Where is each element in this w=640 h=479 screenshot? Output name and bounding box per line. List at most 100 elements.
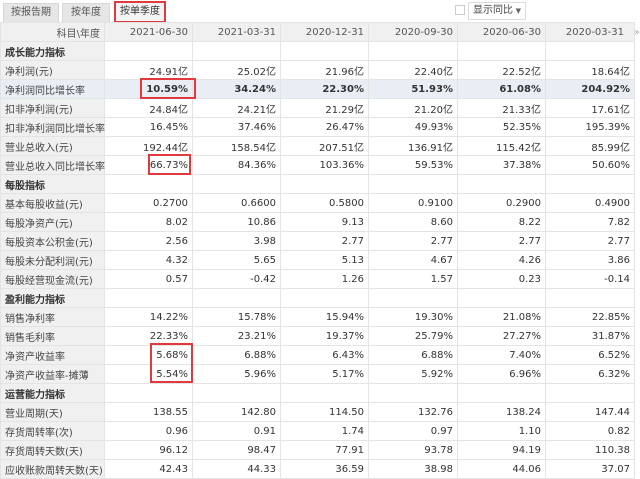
empty-cell bbox=[104, 174, 193, 194]
value-cell: 3.98 bbox=[192, 231, 281, 251]
value-cell: 16.45% bbox=[104, 117, 193, 137]
table-row: 扣非净利润同比增长率 16.45% 37.46% 26.47% 49.93% 52.35%… bbox=[0, 117, 635, 137]
show-yoy-dropdown[interactable]: 显示同比 ▼ bbox=[468, 2, 526, 20]
value-cell: 36.59 bbox=[280, 459, 369, 479]
value-cell: 192.44亿 bbox=[104, 136, 193, 156]
row-label[interactable]: 净利润(元) bbox=[0, 60, 105, 80]
row-label[interactable]: 销售净利率 bbox=[0, 307, 105, 327]
table-row: 每股经营现金流(元) 0.57 -0.42 1.26 1.57 0.23 -0.14 bbox=[0, 269, 635, 289]
value-cell: 0.2700 bbox=[104, 193, 193, 213]
period-header-label: 2020-03-31 bbox=[565, 26, 624, 38]
value-cell: 0.6600 bbox=[192, 193, 281, 213]
period-header[interactable]: 2021-03-31 bbox=[192, 22, 281, 42]
period-header[interactable]: 2020-09-30 bbox=[368, 22, 458, 42]
tab-by-quarter[interactable]: 按单季度 bbox=[114, 1, 166, 23]
empty-cell bbox=[545, 288, 635, 308]
period-header[interactable]: 2021-06-30 bbox=[104, 22, 193, 42]
value-cell: 2.77 bbox=[545, 231, 635, 251]
value-cell: -0.14 bbox=[545, 269, 635, 289]
empty-cell bbox=[280, 41, 369, 61]
table-row: 净资产收益率-摊薄 5.54% 5.96% 5.17% 5.92% 6.96% 6.32% bbox=[0, 364, 635, 384]
row-label[interactable]: 营业周期(天) bbox=[0, 402, 105, 422]
value-cell: 77.91 bbox=[280, 440, 369, 460]
value-cell: 44.06 bbox=[457, 459, 546, 479]
empty-cell bbox=[192, 383, 281, 403]
empty-cell bbox=[104, 41, 193, 61]
value-cell: 5.92% bbox=[368, 364, 458, 384]
value-cell: 6.52% bbox=[545, 345, 635, 365]
empty-cell bbox=[545, 174, 635, 194]
value-cell: 4.67 bbox=[368, 250, 458, 270]
value-cell: 4.32 bbox=[104, 250, 193, 270]
empty-cell bbox=[457, 41, 546, 61]
empty-cell bbox=[280, 174, 369, 194]
period-header[interactable]: 2020-12-31 bbox=[280, 22, 369, 42]
row-label[interactable]: 应收账款周转天数(天) bbox=[0, 459, 105, 479]
value-cell: 138.24 bbox=[457, 402, 546, 422]
section-title: 每股指标 bbox=[0, 174, 105, 194]
financial-table: 科目\年度 2021-06-30 2021-03-31 2020-12-31 2… bbox=[0, 22, 640, 479]
table-row: 净利润同比增长率 10.59% 34.24% 22.30% 51.93% 61.08% 20… bbox=[0, 79, 635, 99]
row-label[interactable]: 每股未分配利润(元) bbox=[0, 250, 105, 270]
value-cell: 17.61亿 bbox=[545, 98, 635, 118]
table-row: 销售毛利率 22.33% 23.21% 19.37% 25.79% 27.27% 31.87… bbox=[0, 326, 635, 346]
empty-cell bbox=[368, 288, 458, 308]
value-cell: 37.38% bbox=[457, 155, 546, 175]
table-row: 营业周期(天) 138.55 142.80 114.50 132.76 138.24 147… bbox=[0, 402, 635, 422]
table-row: 净利润(元) 24.91亿 25.02亿 21.96亿 22.40亿 22.52亿 18.6… bbox=[0, 60, 635, 80]
value-cell: 114.50 bbox=[280, 402, 369, 422]
section-row: 成长能力指标 bbox=[0, 41, 635, 61]
empty-cell bbox=[280, 383, 369, 403]
row-label[interactable]: 净利润同比增长率 bbox=[0, 79, 105, 99]
value-cell: 5.17% bbox=[280, 364, 369, 384]
row-label[interactable]: 每股资本公积金(元) bbox=[0, 231, 105, 251]
row-label[interactable]: 销售毛利率 bbox=[0, 326, 105, 346]
tab-by-year[interactable]: 按年度 bbox=[62, 3, 110, 22]
value-cell: 10.59% bbox=[104, 79, 193, 99]
row-label[interactable]: 营业总收入同比增长率 bbox=[0, 155, 105, 175]
value-cell: 50.60% bbox=[545, 155, 635, 175]
section-row: 盈利能力指标 bbox=[0, 288, 635, 308]
period-header[interactable]: 2020-06-30 bbox=[457, 22, 546, 42]
value-cell: 19.30% bbox=[368, 307, 458, 327]
row-label[interactable]: 扣非净利润(元) bbox=[0, 98, 105, 118]
value-cell: 52.35% bbox=[457, 117, 546, 137]
tab-by-report-period[interactable]: 按报告期 bbox=[3, 3, 59, 22]
header-label: 科目\年度 bbox=[0, 22, 105, 42]
value-cell: 0.23 bbox=[457, 269, 546, 289]
value-cell: 22.85% bbox=[545, 307, 635, 327]
value-cell: 2.56 bbox=[104, 231, 193, 251]
show-yoy-checkbox[interactable] bbox=[455, 5, 465, 15]
value-cell: 6.88% bbox=[192, 345, 281, 365]
section-title: 运营能力指标 bbox=[0, 383, 105, 403]
value-cell: 8.60 bbox=[368, 212, 458, 232]
value-cell: 38.98 bbox=[368, 459, 458, 479]
value-cell: 18.64亿 bbox=[545, 60, 635, 80]
more-columns-icon[interactable]: » bbox=[633, 26, 640, 38]
empty-cell bbox=[192, 41, 281, 61]
value-cell: 2.77 bbox=[368, 231, 458, 251]
row-label[interactable]: 扣非净利润同比增长率 bbox=[0, 117, 105, 137]
row-label[interactable]: 基本每股收益(元) bbox=[0, 193, 105, 213]
row-label[interactable]: 营业总收入(元) bbox=[0, 136, 105, 156]
value-cell: 8.22 bbox=[457, 212, 546, 232]
value-cell: 158.54亿 bbox=[192, 136, 281, 156]
row-label[interactable]: 存货周转天数(天) bbox=[0, 440, 105, 460]
row-label[interactable]: 每股净资产(元) bbox=[0, 212, 105, 232]
row-label[interactable]: 净资产收益率 bbox=[0, 345, 105, 365]
value-cell: 25.02亿 bbox=[192, 60, 281, 80]
row-label[interactable]: 每股经营现金流(元) bbox=[0, 269, 105, 289]
period-header[interactable]: 2020-03-31 » bbox=[545, 22, 640, 42]
value-cell: 5.96% bbox=[192, 364, 281, 384]
empty-cell bbox=[104, 288, 193, 308]
row-label[interactable]: 存货周转率(次) bbox=[0, 421, 105, 441]
empty-cell bbox=[457, 383, 546, 403]
value-cell: 5.65 bbox=[192, 250, 281, 270]
empty-cell bbox=[104, 383, 193, 403]
row-label[interactable]: 净资产收益率-摊薄 bbox=[0, 364, 105, 384]
section-title: 成长能力指标 bbox=[0, 41, 105, 61]
value-cell: 6.96% bbox=[457, 364, 546, 384]
value-cell: 21.33亿 bbox=[457, 98, 546, 118]
value-cell: 24.21亿 bbox=[192, 98, 281, 118]
table-row: 存货周转率(次) 0.96 0.91 1.74 0.97 1.10 0.82 bbox=[0, 421, 635, 441]
